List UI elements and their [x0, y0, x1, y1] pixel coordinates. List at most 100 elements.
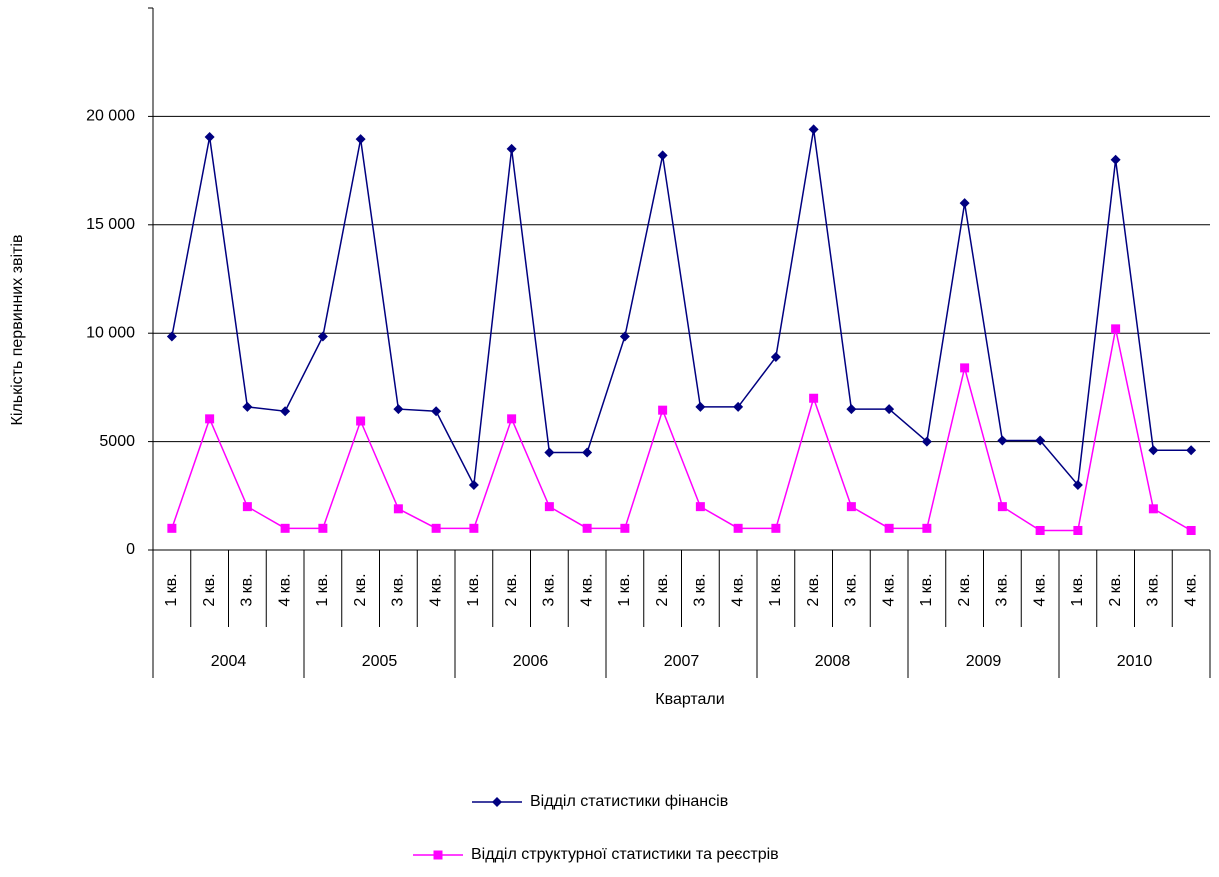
marker: [770, 352, 781, 363]
x-tick-label: 2 кв.: [503, 573, 520, 606]
x-tick-label: 1 кв.: [1069, 573, 1086, 606]
marker: [657, 150, 668, 161]
marker: [884, 404, 895, 415]
marker: [658, 405, 668, 415]
marker: [582, 447, 593, 458]
x-tick-label: 3 кв.: [239, 573, 256, 606]
marker: [997, 502, 1007, 512]
y-tick-label: 10 000: [86, 324, 135, 341]
marker: [1072, 479, 1083, 490]
marker: [167, 523, 177, 533]
marker: [393, 404, 404, 415]
x-tick-label: 2 кв.: [654, 573, 671, 606]
x-group-label: 2008: [815, 653, 851, 670]
marker: [544, 502, 554, 512]
x-tick-label: 4 кв.: [1182, 573, 1199, 606]
marker: [582, 523, 592, 533]
marker: [771, 523, 781, 533]
marker: [544, 447, 555, 458]
marker: [846, 404, 857, 415]
x-tick-label: 2 кв.: [352, 573, 369, 606]
marker: [280, 406, 291, 417]
y-tick-label: 15 000: [86, 216, 135, 233]
marker: [1110, 154, 1121, 165]
marker: [921, 436, 932, 447]
x-tick-label: 1 кв.: [314, 573, 331, 606]
marker: [242, 401, 253, 412]
x-group-label: 2007: [664, 653, 700, 670]
marker: [166, 331, 177, 342]
x-tick-label: 4 кв.: [729, 573, 746, 606]
x-tick-label: 3 кв.: [843, 573, 860, 606]
x-tick-label: 1 кв.: [918, 573, 935, 606]
marker: [733, 401, 744, 412]
x-group-label: 2005: [362, 653, 398, 670]
y-axis-label: Кількість первинних звітів: [9, 235, 26, 426]
x-group-label: 2009: [966, 653, 1002, 670]
marker: [619, 331, 630, 342]
marker: [204, 131, 215, 142]
x-tick-label: 1 кв.: [767, 573, 784, 606]
marker: [695, 401, 706, 412]
x-tick-label: 4 кв.: [578, 573, 595, 606]
y-tick-label: 0: [126, 541, 135, 558]
marker: [507, 414, 517, 424]
series-line: [171, 129, 1192, 488]
x-tick-label: 2 кв.: [1107, 573, 1124, 606]
marker: [1035, 525, 1045, 535]
marker: [492, 797, 502, 807]
x-tick-label: 4 кв.: [427, 573, 444, 606]
marker: [959, 198, 970, 209]
x-group-label: 2006: [513, 653, 549, 670]
marker: [469, 523, 479, 533]
x-tick-label: 2 кв.: [805, 573, 822, 606]
legend-label: Відділ структурної статистики та реєстрі…: [471, 846, 779, 863]
marker: [809, 393, 819, 403]
marker: [431, 406, 442, 417]
x-tick-label: 2 кв.: [201, 573, 218, 606]
marker: [1073, 525, 1083, 535]
x-group-label: 2010: [1117, 653, 1153, 670]
x-tick-label: 4 кв.: [880, 573, 897, 606]
x-axis-label: Квартали: [655, 691, 724, 708]
marker: [393, 504, 403, 514]
x-tick-label: 4 кв.: [276, 573, 293, 606]
marker: [695, 502, 705, 512]
marker: [733, 523, 743, 533]
marker: [242, 502, 252, 512]
legend-label: Відділ статистики фінансів: [530, 793, 728, 810]
marker: [355, 134, 366, 145]
marker: [1148, 504, 1158, 514]
marker: [318, 523, 328, 533]
marker: [433, 850, 443, 860]
series-line: [171, 328, 1192, 532]
marker: [922, 523, 932, 533]
marker: [1035, 435, 1046, 446]
marker: [468, 479, 479, 490]
y-tick-label: 5000: [99, 433, 135, 450]
x-tick-label: 3 кв.: [390, 573, 407, 606]
marker: [317, 331, 328, 342]
marker: [205, 414, 215, 424]
marker: [280, 523, 290, 533]
x-tick-label: 4 кв.: [1031, 573, 1048, 606]
x-tick-label: 2 кв.: [956, 573, 973, 606]
marker: [997, 435, 1008, 446]
x-tick-label: 3 кв.: [1145, 573, 1162, 606]
x-tick-label: 3 кв.: [692, 573, 709, 606]
x-tick-label: 1 кв.: [163, 573, 180, 606]
marker: [846, 502, 856, 512]
marker: [620, 523, 630, 533]
x-tick-label: 3 кв.: [541, 573, 558, 606]
marker: [884, 523, 894, 533]
marker: [960, 363, 970, 373]
x-group-label: 2004: [211, 653, 247, 670]
marker: [1148, 445, 1159, 456]
x-tick-label: 1 кв.: [465, 573, 482, 606]
marker: [356, 416, 366, 426]
marker: [506, 143, 517, 154]
y-tick-label: 20 000: [86, 108, 135, 125]
x-tick-label: 3 кв.: [994, 573, 1011, 606]
marker: [808, 124, 819, 135]
